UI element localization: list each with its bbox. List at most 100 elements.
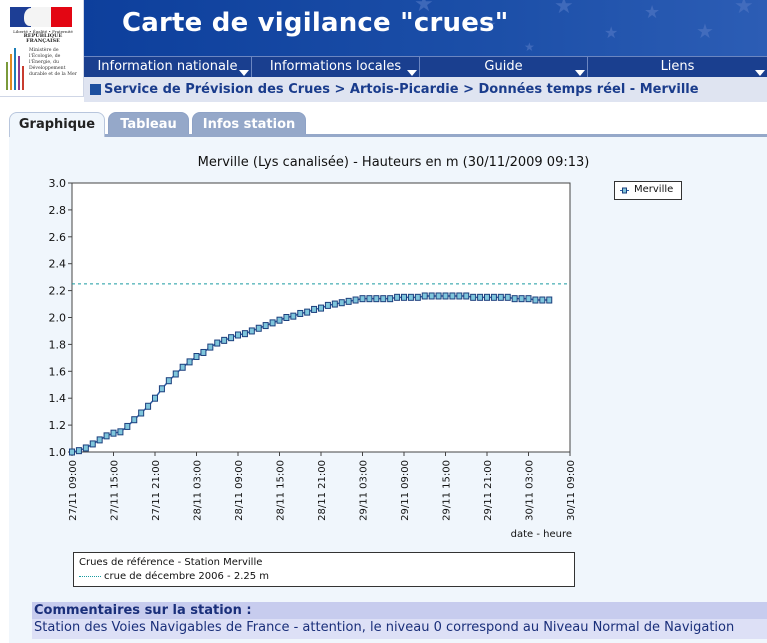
- data-point: [297, 309, 304, 317]
- data-point: [546, 296, 553, 304]
- y-tick-label: 1.2: [49, 419, 67, 432]
- republique-francaise-label: Liberté • Égalité • Fraternité RÉPUBLIQU…: [13, 29, 73, 44]
- dotted-line-icon: [79, 575, 101, 577]
- x-axis-label: date - heure: [511, 529, 572, 540]
- data-point: [193, 353, 200, 361]
- data-point: [179, 363, 186, 371]
- data-point: [158, 385, 165, 393]
- data-point: [318, 304, 324, 312]
- data-point: [124, 422, 131, 430]
- data-point: [525, 295, 532, 303]
- data-point: [172, 370, 179, 378]
- menu-item-guide[interactable]: Guide: [420, 57, 588, 77]
- x-tick-label: 27/11 09:00: [68, 460, 79, 521]
- x-tick-label: 29/11 09:00: [400, 460, 411, 521]
- y-tick-label: 2.8: [49, 204, 67, 217]
- data-point: [186, 358, 193, 366]
- data-point: [504, 293, 511, 301]
- site-banner: ★ ★ ★ ★ ★ ★ ★ ★ Carte de vigilance "crue…: [84, 0, 767, 56]
- data-point: [110, 429, 117, 437]
- data-point: [401, 293, 407, 301]
- data-point: [428, 292, 435, 300]
- data-point: [69, 448, 75, 456]
- data-point: [518, 295, 525, 303]
- data-point: [532, 296, 539, 304]
- y-tick-label: 2.2: [49, 285, 67, 298]
- page-title: Carte de vigilance "crues": [122, 8, 509, 38]
- menu-item-liens[interactable]: Liens: [588, 57, 767, 77]
- menu-item-information-nationale[interactable]: Information nationale: [84, 57, 252, 77]
- x-tick-label: 28/11 21:00: [317, 460, 328, 521]
- chevron-down-icon: [407, 70, 417, 76]
- data-point: [421, 292, 428, 300]
- menu-item-informations-locales[interactable]: Informations locales: [252, 57, 420, 77]
- data-point: [539, 296, 546, 304]
- data-point: [345, 297, 352, 305]
- data-point: [511, 295, 518, 303]
- data-point: [290, 312, 297, 320]
- tab-infos-station[interactable]: Infos station: [192, 112, 306, 138]
- legend-label: Merville: [634, 184, 674, 195]
- data-point: [380, 295, 387, 303]
- y-tick-label: 2.0: [49, 312, 67, 325]
- data-point: [221, 336, 228, 344]
- data-point: [207, 343, 214, 351]
- data-point: [96, 436, 103, 444]
- y-tick-label: 2.6: [49, 231, 67, 244]
- data-point: [477, 293, 484, 301]
- x-tick-label: 30/11 09:00: [566, 460, 577, 521]
- data-point: [269, 319, 276, 327]
- data-point: [228, 334, 235, 342]
- data-point: [200, 348, 207, 356]
- data-point: [145, 402, 152, 410]
- y-tick-label: 1.6: [49, 365, 67, 378]
- x-tick-label: 29/11 15:00: [442, 460, 453, 521]
- chart-title: Merville (Lys canalisée) - Hauteurs en m…: [197, 155, 590, 170]
- data-point: [255, 324, 262, 332]
- chevron-down-icon: [575, 70, 585, 76]
- x-tick-label: 27/11 21:00: [151, 460, 162, 521]
- data-point: [165, 377, 172, 385]
- data-point: [241, 330, 248, 338]
- plot-area: [71, 182, 571, 453]
- comments-header: Commentaires sur la station :: [32, 602, 767, 619]
- x-tick-label: 29/11 21:00: [483, 460, 494, 521]
- x-tick-label: 30/11 03:00: [525, 460, 536, 521]
- tab-graphique[interactable]: Graphique: [9, 112, 105, 138]
- legend-marker-icon: [620, 187, 629, 194]
- data-point: [490, 293, 497, 301]
- x-tick-label: 28/11 15:00: [276, 460, 287, 521]
- x-tick-label: 28/11 03:00: [193, 460, 204, 521]
- government-logo[interactable]: Liberté • Égalité • Fraternité RÉPUBLIQU…: [0, 0, 84, 97]
- data-point: [75, 447, 82, 455]
- data-point: [407, 293, 414, 301]
- data-point: [484, 293, 490, 301]
- breadcrumb-text[interactable]: Service de Prévision des Crues > Artois-…: [104, 82, 699, 97]
- data-point: [414, 293, 421, 301]
- data-point: [214, 339, 221, 347]
- chart-legend: Merville: [614, 181, 682, 200]
- series-line: [71, 295, 550, 453]
- y-tick-label: 3.0: [49, 177, 67, 190]
- data-point: [89, 440, 96, 448]
- breadcrumb: Service de Prévision des Crues > Artois-…: [84, 77, 767, 102]
- data-point: [352, 296, 359, 304]
- data-point: [449, 292, 456, 300]
- x-tick-label: 27/11 15:00: [110, 460, 121, 521]
- main-menu: Information nationale Informations local…: [84, 56, 767, 77]
- ministry-logo-icon: [6, 48, 24, 90]
- data-point: [470, 293, 477, 301]
- y-tick-label: 1.8: [49, 338, 67, 351]
- data-point: [311, 305, 318, 313]
- data-point: [359, 295, 366, 303]
- data-point: [387, 295, 394, 303]
- data-point: [131, 416, 138, 424]
- data-point: [497, 293, 504, 301]
- chevron-down-icon: [239, 70, 249, 76]
- y-tick-label: 1.4: [49, 392, 67, 405]
- reference-item: crue de décembre 2006 - 2.25 m: [79, 571, 269, 582]
- data-point: [338, 299, 345, 307]
- comments-body: Station des Voies Navigables de France -…: [32, 619, 767, 639]
- data-point: [373, 295, 380, 303]
